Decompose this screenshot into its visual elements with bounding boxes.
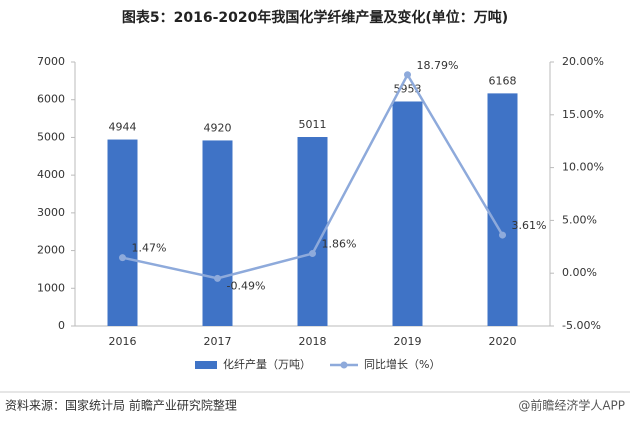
x-tick-label: 2017	[204, 335, 232, 348]
y2-tick-label: 5.00%	[562, 213, 597, 226]
bar	[487, 93, 518, 326]
bar	[107, 139, 138, 326]
point	[309, 250, 316, 258]
bar-label: 4944	[109, 121, 137, 134]
bar	[297, 137, 328, 326]
y-tick-label: 3000	[37, 206, 65, 219]
x-tick-label: 2020	[489, 335, 517, 348]
y-tick-label: 2000	[37, 244, 65, 257]
point-label: -0.49%	[227, 279, 266, 292]
point	[404, 71, 411, 79]
bar-label: 4920	[204, 121, 232, 134]
point-label: 3.61%	[512, 219, 547, 232]
bar	[202, 140, 233, 326]
bar-label: 6168	[489, 74, 517, 87]
point	[214, 274, 221, 282]
y2-tick-label: -5.00%	[562, 319, 601, 332]
source: 资料来源：国家统计局 前瞻产业研究院整理	[5, 398, 237, 413]
point-label: 1.47%	[132, 242, 167, 255]
point	[119, 254, 126, 262]
chart-title: 图表5：2016-2020年我国化学纤维产量及变化(单位：万吨)	[122, 9, 508, 26]
legend-label: 化纤产量（万吨）	[223, 357, 311, 371]
credit: @前瞻经济学人APP	[518, 398, 625, 413]
legend-swatch	[340, 361, 348, 369]
bar-label: 5011	[299, 118, 327, 131]
y-tick-label: 4000	[37, 168, 65, 181]
y2-tick-label: 0.00%	[562, 266, 597, 279]
y-tick-label: 1000	[37, 281, 65, 294]
y-tick-label: 0	[58, 319, 65, 332]
y2-tick-label: 20.00%	[562, 55, 604, 68]
legend-swatch	[195, 361, 217, 369]
point-label: 1.86%	[322, 238, 357, 251]
point-label: 18.79%	[417, 59, 459, 72]
y2-tick-label: 15.00%	[562, 108, 604, 121]
y-tick-label: 7000	[37, 55, 65, 68]
point	[499, 231, 506, 239]
x-tick-label: 2019	[394, 335, 422, 348]
x-tick-label: 2018	[299, 335, 327, 348]
y2-tick-label: 10.00%	[562, 161, 604, 174]
x-tick-label: 2016	[109, 335, 137, 348]
y-tick-label: 6000	[37, 93, 65, 106]
bar	[392, 101, 423, 327]
legend-label: 同比增长（%）	[364, 357, 440, 371]
y-tick-label: 5000	[37, 130, 65, 143]
